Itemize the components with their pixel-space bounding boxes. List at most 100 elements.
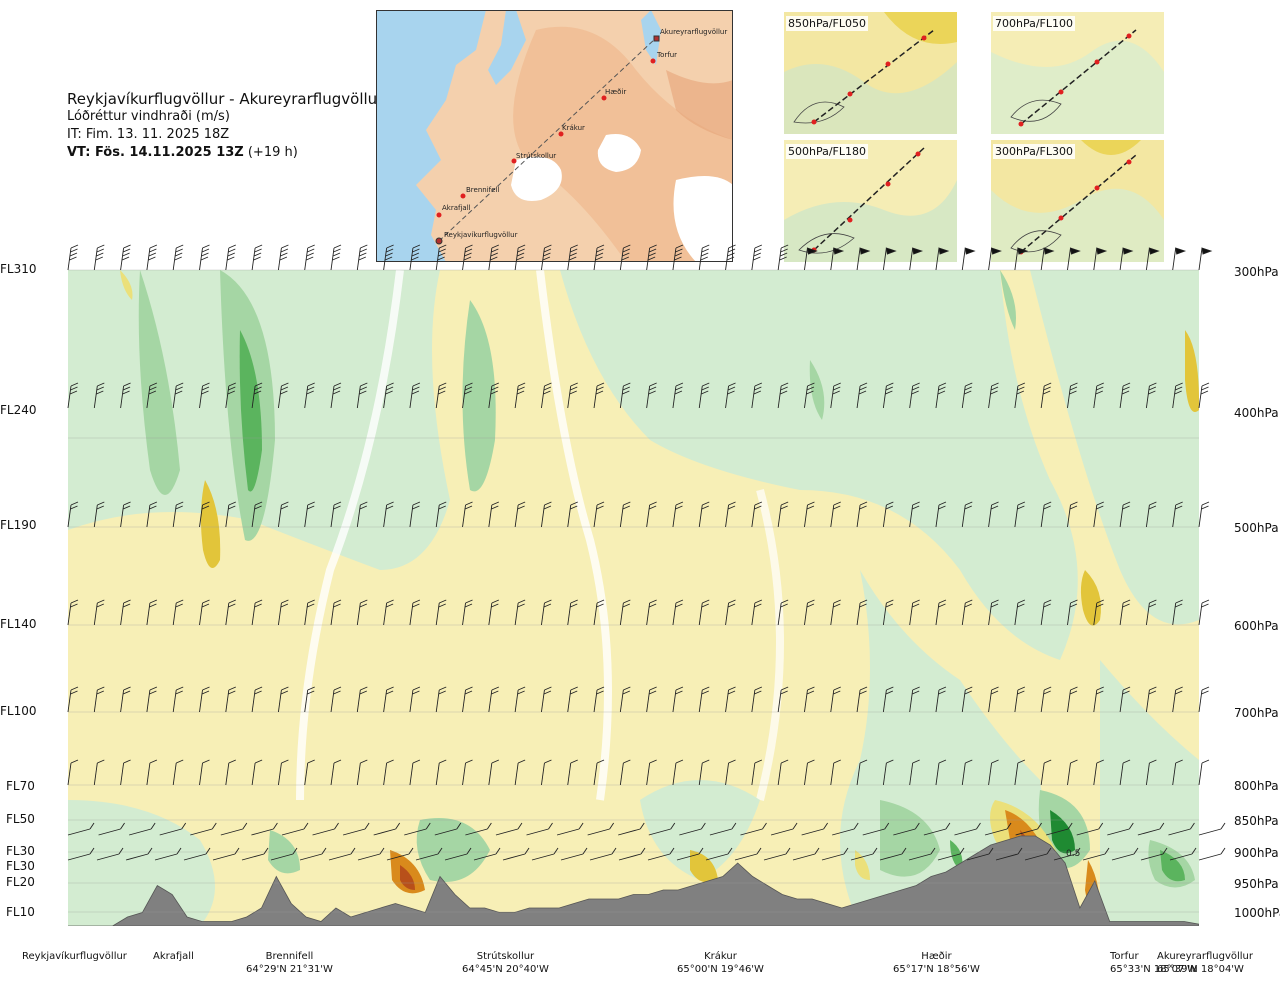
wind-barb: [68, 245, 78, 270]
inset-label-850: 850hPa/FL050: [786, 16, 868, 31]
hpa-label-500: 500hPa: [1234, 521, 1279, 535]
route-point-akureyri: Akureyrarflugvöllur 65°39'N 18°04'W: [1157, 950, 1253, 976]
fl-label-30a: FL30: [6, 844, 66, 858]
wind-barb: [278, 245, 288, 270]
wind-barb: [1199, 848, 1225, 860]
wind-barb: [94, 245, 104, 270]
wind-barb: [910, 248, 922, 270]
vertical-velocity-field: [68, 270, 1199, 926]
wind-barb: [1199, 823, 1225, 835]
fl-label-140: FL140: [0, 617, 60, 631]
wind-barb: [857, 248, 869, 270]
route-title: Reykjavíkurflugvöllur - Akureyrarflugvöl…: [67, 90, 383, 108]
hpa-label-900: 900hPa: [1234, 846, 1279, 860]
wind-barb: [594, 245, 604, 270]
wind-barb: [331, 245, 341, 270]
fl-label-20: FL20: [6, 875, 66, 889]
hpa-label-300: 300hPa: [1234, 265, 1279, 279]
wind-barb: [989, 248, 1001, 270]
wind-barb: [1120, 248, 1132, 270]
wind-barb: [436, 245, 446, 270]
wind-barb: [1146, 248, 1158, 270]
wind-barb: [1199, 687, 1209, 712]
wind-barb: [1015, 248, 1027, 270]
hpa-label-700: 700hPa: [1234, 706, 1279, 720]
wind-barb: [147, 245, 157, 270]
fl-label-10: FL10: [6, 905, 66, 919]
route-point-coord: 65°00'N 19°46'W: [677, 963, 764, 976]
wind-barb: [384, 245, 394, 270]
route-point-name: Akrafjall: [153, 950, 194, 963]
map-label-brennifell: Brennifell: [466, 186, 499, 194]
wind-barb: [647, 245, 657, 270]
wind-barb: [936, 248, 948, 270]
route-point-name: Brennifell: [246, 950, 333, 963]
map-label-haedir: Hæðir: [605, 88, 626, 96]
wind-barb: [568, 245, 578, 270]
title-block: Reykjavíkurflugvöllur - Akureyrarflugvöl…: [67, 90, 383, 162]
route-point-reykjavik: Reykjavíkurflugvöllur: [22, 950, 127, 963]
valid-time-main: VT: Fös. 14.11.2025 13Z: [67, 145, 244, 160]
route-point-name: Reykjavíkurflugvöllur: [22, 950, 127, 963]
wind-barb: [673, 245, 683, 270]
map-label-akrafjall: Akrafjall: [442, 204, 471, 212]
wind-barb: [541, 245, 551, 270]
wind-barb: [173, 245, 183, 270]
hpa-label-850: 850hPa: [1234, 814, 1279, 828]
map-point-krakur: [559, 132, 564, 137]
route-point-name: Hæðir: [893, 950, 980, 963]
map-point-akrafjall: [437, 213, 442, 218]
route-map: Akureyrarflugvöllur Torfur Hæðir Krákur …: [376, 10, 733, 262]
route-point-akrafjall: Akrafjall: [153, 950, 194, 963]
map-point-haedir: [602, 96, 607, 101]
wind-barb: [1173, 248, 1185, 270]
wind-barb: [1199, 248, 1211, 270]
hpa-label-950: 950hPa: [1234, 877, 1279, 891]
valid-time-lead: (+19 h): [248, 145, 298, 160]
wind-barb: [1041, 248, 1053, 270]
wind-barb: [962, 248, 974, 270]
wind-barb: [226, 245, 236, 270]
map-label-strutskollur: Strútskollur: [516, 152, 556, 160]
parameter-title: Lóðréttur vindhraði (m/s): [67, 108, 383, 126]
fl-label-30b: FL30: [6, 859, 66, 873]
fl-label-100: FL100: [0, 704, 60, 718]
wind-barb: [515, 245, 525, 270]
route-point-brennifell: Brennifell 64°29'N 21°31'W: [246, 950, 333, 976]
wind-barb: [1067, 248, 1079, 270]
wind-barb: [463, 245, 473, 270]
wind-barb: [804, 248, 816, 270]
wind-barb: [726, 245, 736, 270]
fl-label-310: FL310: [0, 262, 60, 276]
route-point-coord: 65°39'N 18°04'W: [1157, 963, 1253, 976]
valid-time: VT: Fös. 14.11.2025 13Z (+19 h): [67, 144, 383, 162]
hpa-label-600: 600hPa: [1234, 619, 1279, 633]
map-label-torfur: Torfur: [656, 51, 677, 59]
hpa-label-800: 800hPa: [1234, 779, 1279, 793]
issue-time: IT: Fim. 13. 11. 2025 18Z: [67, 126, 383, 144]
wind-barb: [1199, 600, 1209, 625]
contour-label: 0.5: [1066, 849, 1080, 859]
wind-barb: [489, 245, 499, 270]
wind-barb: [883, 248, 895, 270]
route-point-haedir: Hæðir 65°17'N 18°56'W: [893, 950, 980, 976]
fl-label-190: FL190: [0, 518, 60, 532]
map-label-akureyri: Akureyrarflugvöllur: [660, 28, 727, 36]
wind-barb: [305, 245, 315, 270]
inset-label-500: 500hPa/FL180: [786, 144, 868, 159]
wind-barb: [252, 245, 262, 270]
route-point-name: Krákur: [677, 950, 764, 963]
map-point-brennifell: [461, 194, 466, 199]
route-point-coord: 64°45'N 20°40'W: [462, 963, 549, 976]
inset-label-300: 300hPa/FL300: [993, 144, 1075, 159]
hpa-label-400: 400hPa: [1234, 406, 1279, 420]
wind-barb: [778, 245, 788, 270]
wind-barb: [121, 245, 131, 270]
wind-barb: [200, 245, 210, 270]
wind-barb: [357, 245, 367, 270]
wind-barb: [1199, 760, 1209, 785]
wind-barb: [831, 248, 843, 270]
wind-barb: [1199, 502, 1209, 527]
wind-barb: [410, 245, 420, 270]
map-point-torfur: [651, 59, 656, 64]
